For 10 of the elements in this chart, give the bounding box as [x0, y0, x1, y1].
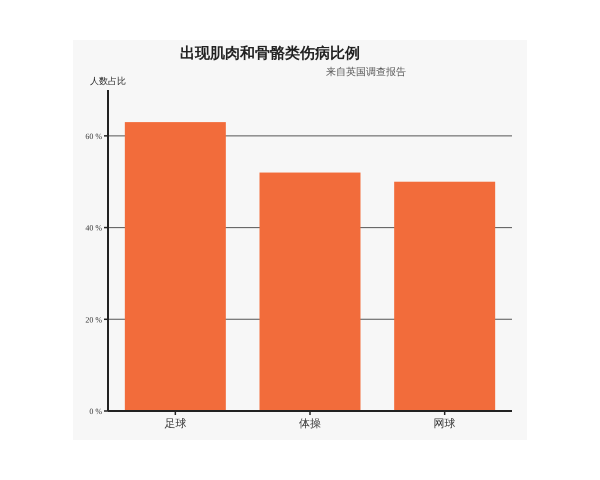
y-tick-label: 60 % [85, 132, 102, 141]
chart-title: 出现肌肉和骨骼类伤病比例 [180, 45, 360, 62]
y-tick-label: 0 % [89, 407, 102, 416]
y-axis-title: 人数占比 [90, 76, 126, 86]
x-tick-label: 网球 [434, 417, 456, 430]
y-tick-label: 20 % [85, 315, 102, 324]
chart-subtitle: 来自英国调查报告 [326, 66, 406, 78]
x-tick-label: 体操 [299, 418, 321, 430]
y-tick-label: 40 % [85, 224, 102, 233]
x-tick-label: 足球 [164, 417, 186, 430]
